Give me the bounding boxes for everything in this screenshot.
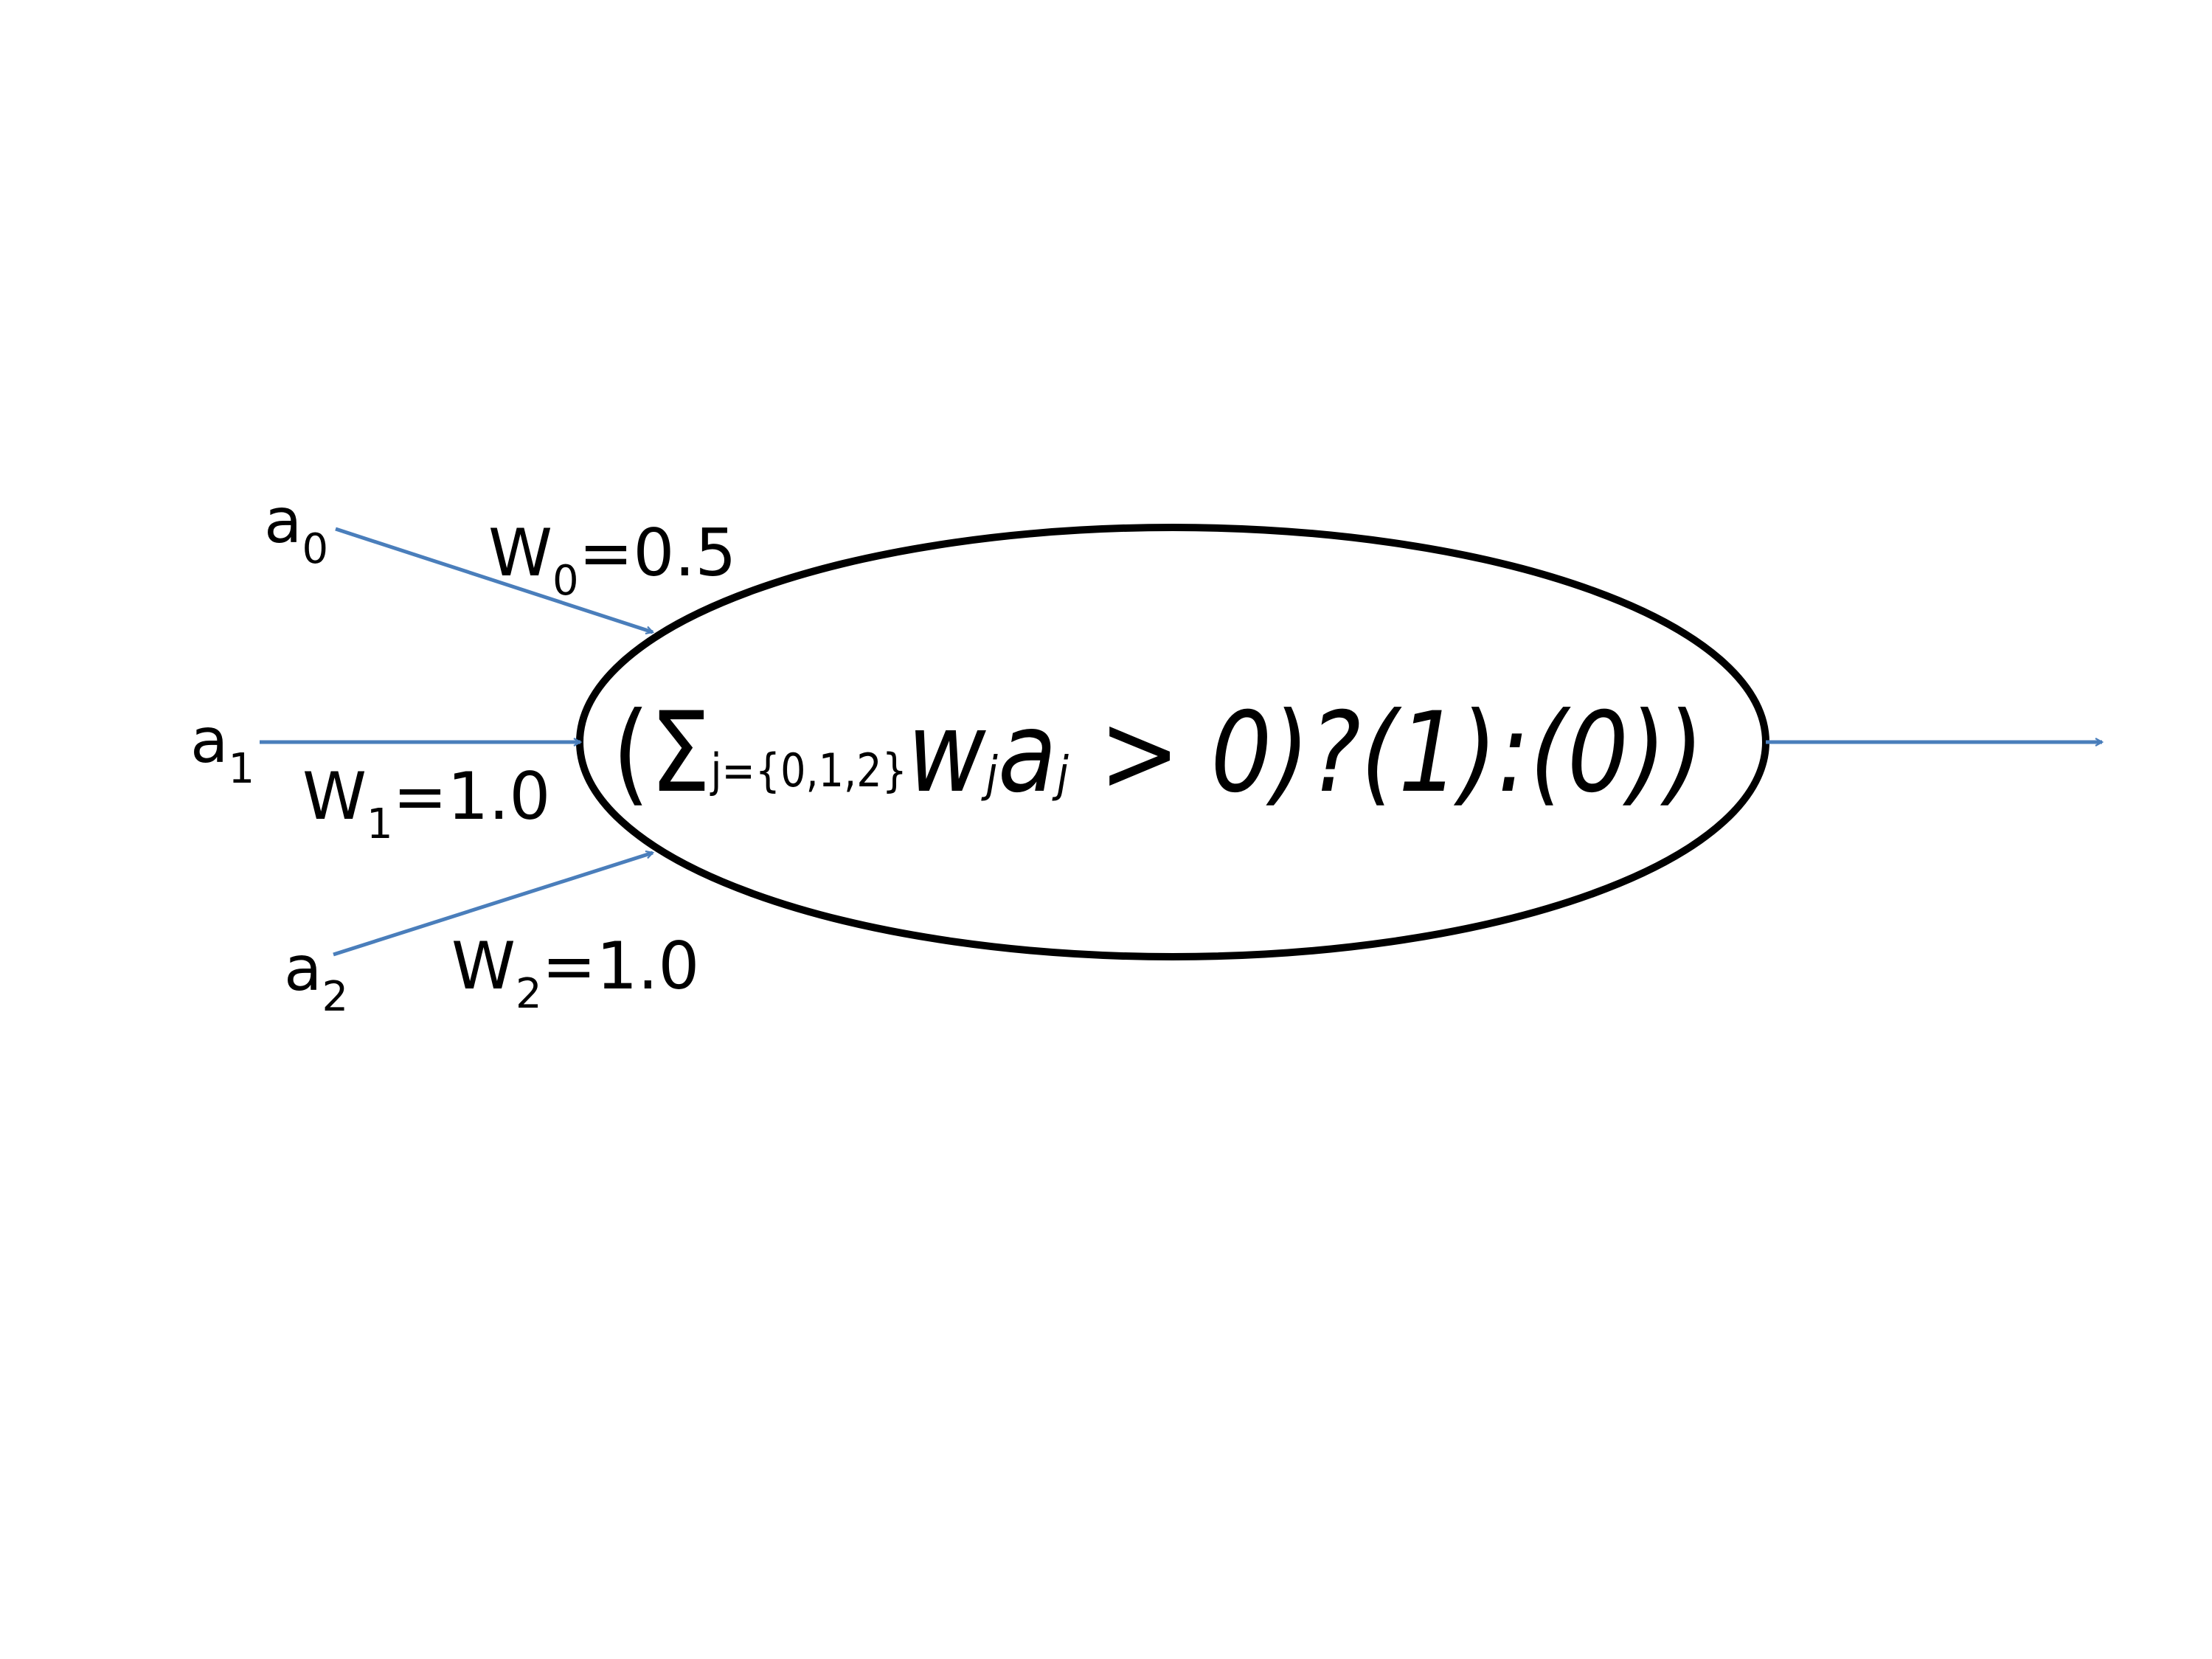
formula-weight-symbol: w (907, 689, 986, 817)
activation-formula: (Σj={0,1,2}wjaj > 0)?(1):(0)) (612, 689, 1704, 817)
weight-label-w0: W0=0.5 (488, 515, 736, 605)
formula-sigma: Σ (650, 689, 711, 817)
weight-label-w2: W2=1.0 (451, 928, 699, 1018)
formula-comparison: > 0)?(1):(0)) (1069, 689, 1704, 817)
input-label-a2: a2 (284, 932, 348, 1021)
input-arrow-0 (335, 527, 653, 632)
input-label-a1: a1 (190, 704, 254, 793)
input-arrow-2 (333, 853, 653, 957)
formula-sum-index: j={0,1,2} (710, 744, 907, 797)
input-label-a0: a0 (264, 485, 328, 573)
formula-open-paren: ( (612, 689, 650, 817)
formula-input-symbol: a (998, 689, 1057, 817)
weight-label-w1: W1=1.0 (302, 758, 550, 848)
